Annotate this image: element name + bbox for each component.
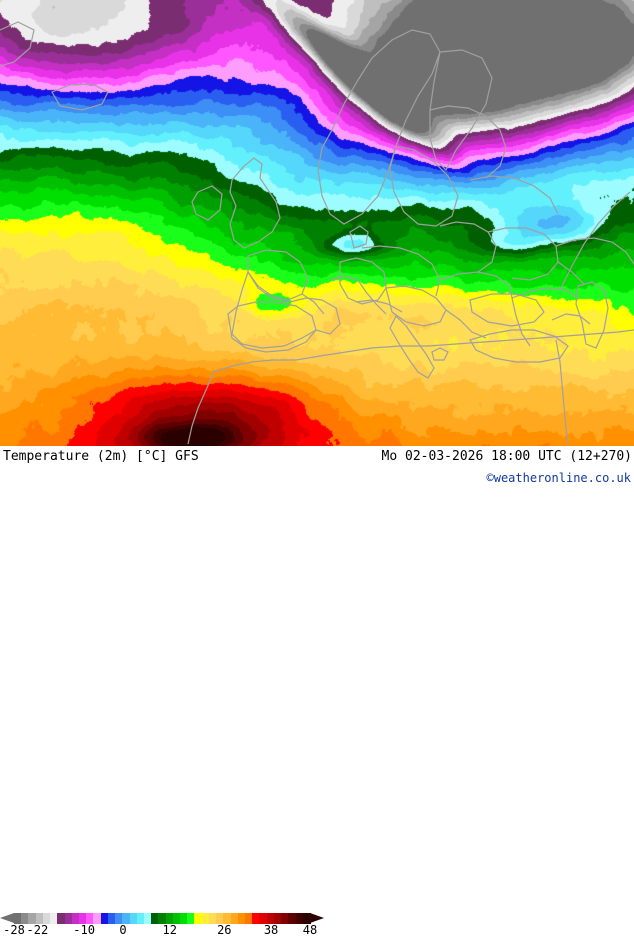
border-path <box>469 293 545 327</box>
border-path <box>555 237 634 265</box>
border-path <box>389 314 435 379</box>
border-path <box>227 301 317 353</box>
border-path <box>229 157 281 249</box>
border-lines <box>0 21 634 445</box>
border-path <box>439 271 513 299</box>
border-path <box>361 245 441 297</box>
border-path <box>389 145 459 227</box>
border-path <box>511 297 531 347</box>
border-path <box>551 313 591 325</box>
border-path <box>511 287 579 299</box>
border-path <box>247 249 309 301</box>
map-footer: Temperature (2m) [°C] GFS Mo 02-03-2026 … <box>0 446 634 937</box>
colorbar-tick: 38 <box>263 923 279 937</box>
border-path <box>487 227 559 281</box>
border-path <box>429 49 493 172</box>
colorbar-tick: -28 <box>3 923 25 937</box>
border-path <box>431 347 449 361</box>
valid-time-label: Mo 02-03-2026 18:00 UTC (12+270) <box>381 449 632 464</box>
colorbar-tick: -22 <box>26 923 49 937</box>
border-path <box>0 21 35 67</box>
temperature-map[interactable] <box>0 0 634 446</box>
country-borders-overlay <box>0 21 634 445</box>
border-path <box>365 291 387 315</box>
border-path <box>301 293 325 315</box>
copyright-credit: ©weatheronline.co.uk <box>486 471 632 485</box>
colorbar-tick-labels: -28 -22 -10 0 12 26 38 48 <box>0 923 330 937</box>
border-path <box>317 29 441 225</box>
border-path <box>187 371 215 445</box>
colorbar-tick: -10 <box>73 923 95 937</box>
border-path <box>439 221 497 273</box>
border-path <box>469 329 569 363</box>
border-path <box>339 257 387 305</box>
border-path <box>557 261 585 285</box>
product-title: Temperature (2m) [°C] GFS <box>3 449 199 464</box>
colorbar-tick: 48 <box>302 923 318 937</box>
border-path <box>559 191 631 291</box>
border-path <box>469 175 559 215</box>
colorbar-tick: 12 <box>162 923 178 937</box>
border-path <box>191 185 223 221</box>
colorbar-tick: 0 <box>119 923 127 937</box>
border-path <box>329 275 367 293</box>
temperature-field-canvas <box>0 0 634 446</box>
colorbar-high-arrow-icon <box>310 913 324 923</box>
border-path <box>355 299 403 313</box>
border-path <box>575 281 609 349</box>
border-path <box>429 105 507 179</box>
border-path <box>51 83 109 111</box>
colorbar-low-arrow-icon <box>0 913 14 923</box>
border-path <box>349 225 369 249</box>
border-path <box>445 309 487 339</box>
border-path <box>213 329 634 373</box>
border-path <box>385 285 447 327</box>
border-path <box>231 270 341 349</box>
colorbar-tick: 26 <box>217 923 232 937</box>
